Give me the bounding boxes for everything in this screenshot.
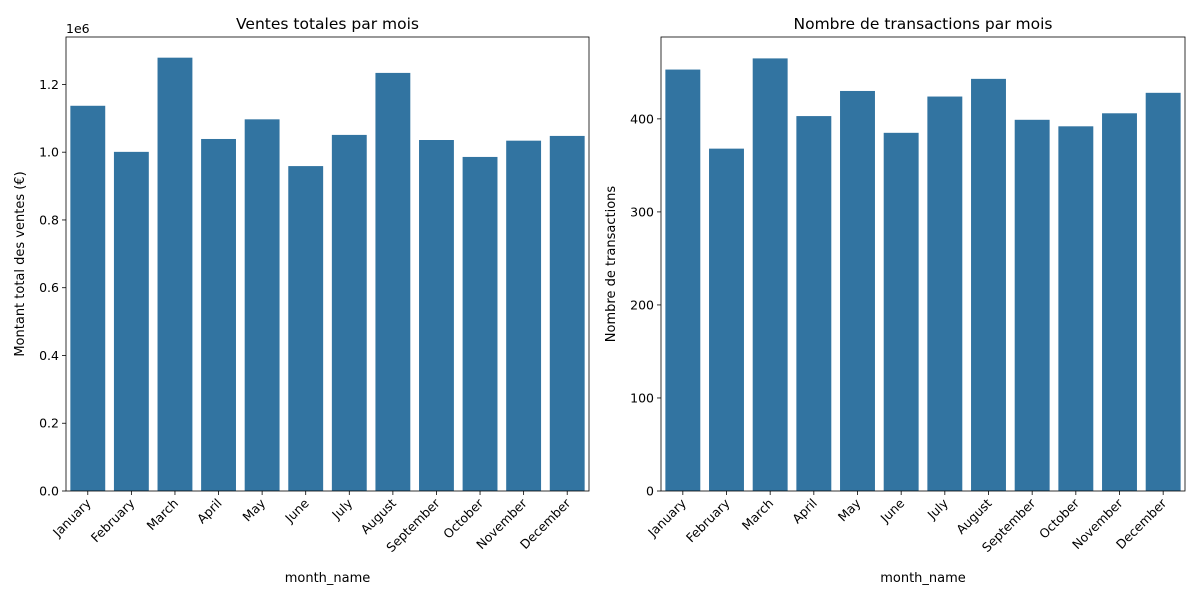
bar-may (840, 90, 875, 492)
bar-october (462, 156, 498, 491)
bar-january (665, 69, 701, 491)
y-tick-label: 200 (630, 297, 654, 312)
x-axis-label: month_name (285, 571, 371, 586)
x-tick-label: June (281, 495, 312, 526)
y-tick-label: 0 (646, 484, 654, 499)
bar-june (288, 166, 324, 491)
bar-march (752, 58, 788, 492)
bar-december (1145, 92, 1181, 491)
bar-november (1102, 113, 1137, 491)
y-tick-label: 300 (630, 204, 654, 219)
x-tick-label: July (328, 495, 356, 523)
bar-february (709, 148, 744, 491)
y-axis-label: Nombre de transactions (604, 186, 619, 343)
y-tick-label: 0.8 (39, 212, 59, 227)
chart-title: Ventes totales par mois (236, 15, 419, 33)
y-tick-label: 1.2 (39, 77, 59, 92)
bar-february (113, 151, 149, 492)
y-tick-label: 1.0 (39, 145, 59, 160)
y-tick-label: 400 (630, 111, 654, 126)
bar-september (419, 140, 454, 491)
bar-may (244, 119, 280, 491)
x-tick-label: April (194, 496, 225, 527)
bar-march (157, 57, 193, 492)
x-tick-label: August (953, 495, 995, 537)
y-tick-label: 0.2 (39, 416, 59, 431)
bar-january (70, 105, 106, 491)
y-tick-label: 0.6 (39, 280, 59, 295)
bar-september (1014, 119, 1050, 492)
y-scale-offset-label: 1e6 (66, 21, 90, 36)
axes-frame (65, 36, 590, 492)
x-tick-label: February (683, 495, 733, 545)
bar-october (1058, 126, 1094, 491)
x-tick-label: August (357, 495, 399, 537)
chart-title: Nombre de transactions par mois (794, 15, 1053, 33)
y-tick-label: 0.4 (39, 348, 59, 363)
x-axis-label: month_name (880, 571, 966, 586)
bar-august (375, 72, 411, 491)
bar-july (331, 134, 367, 491)
y-axis-label: Montant total des ventes (€) (13, 171, 28, 356)
x-tick-label: April (789, 496, 820, 527)
x-tick-label: May (835, 495, 864, 524)
x-tick-label: March (739, 496, 777, 534)
bar-july (927, 96, 963, 491)
bar-november (506, 140, 542, 492)
bar-december (549, 135, 585, 491)
x-tick-label: July (924, 495, 952, 523)
y-tick-label: 100 (630, 390, 654, 405)
x-tick-label: May (239, 495, 268, 524)
bar-april (796, 116, 832, 491)
x-tick-label: March (144, 496, 182, 534)
bar-april (201, 138, 236, 492)
axes-frame (660, 36, 1186, 492)
bar-august (971, 78, 1006, 492)
x-tick-label: June (877, 495, 908, 526)
bar-june (883, 132, 919, 491)
x-tick-label: February (88, 495, 138, 545)
y-tick-label: 0.0 (39, 484, 59, 499)
